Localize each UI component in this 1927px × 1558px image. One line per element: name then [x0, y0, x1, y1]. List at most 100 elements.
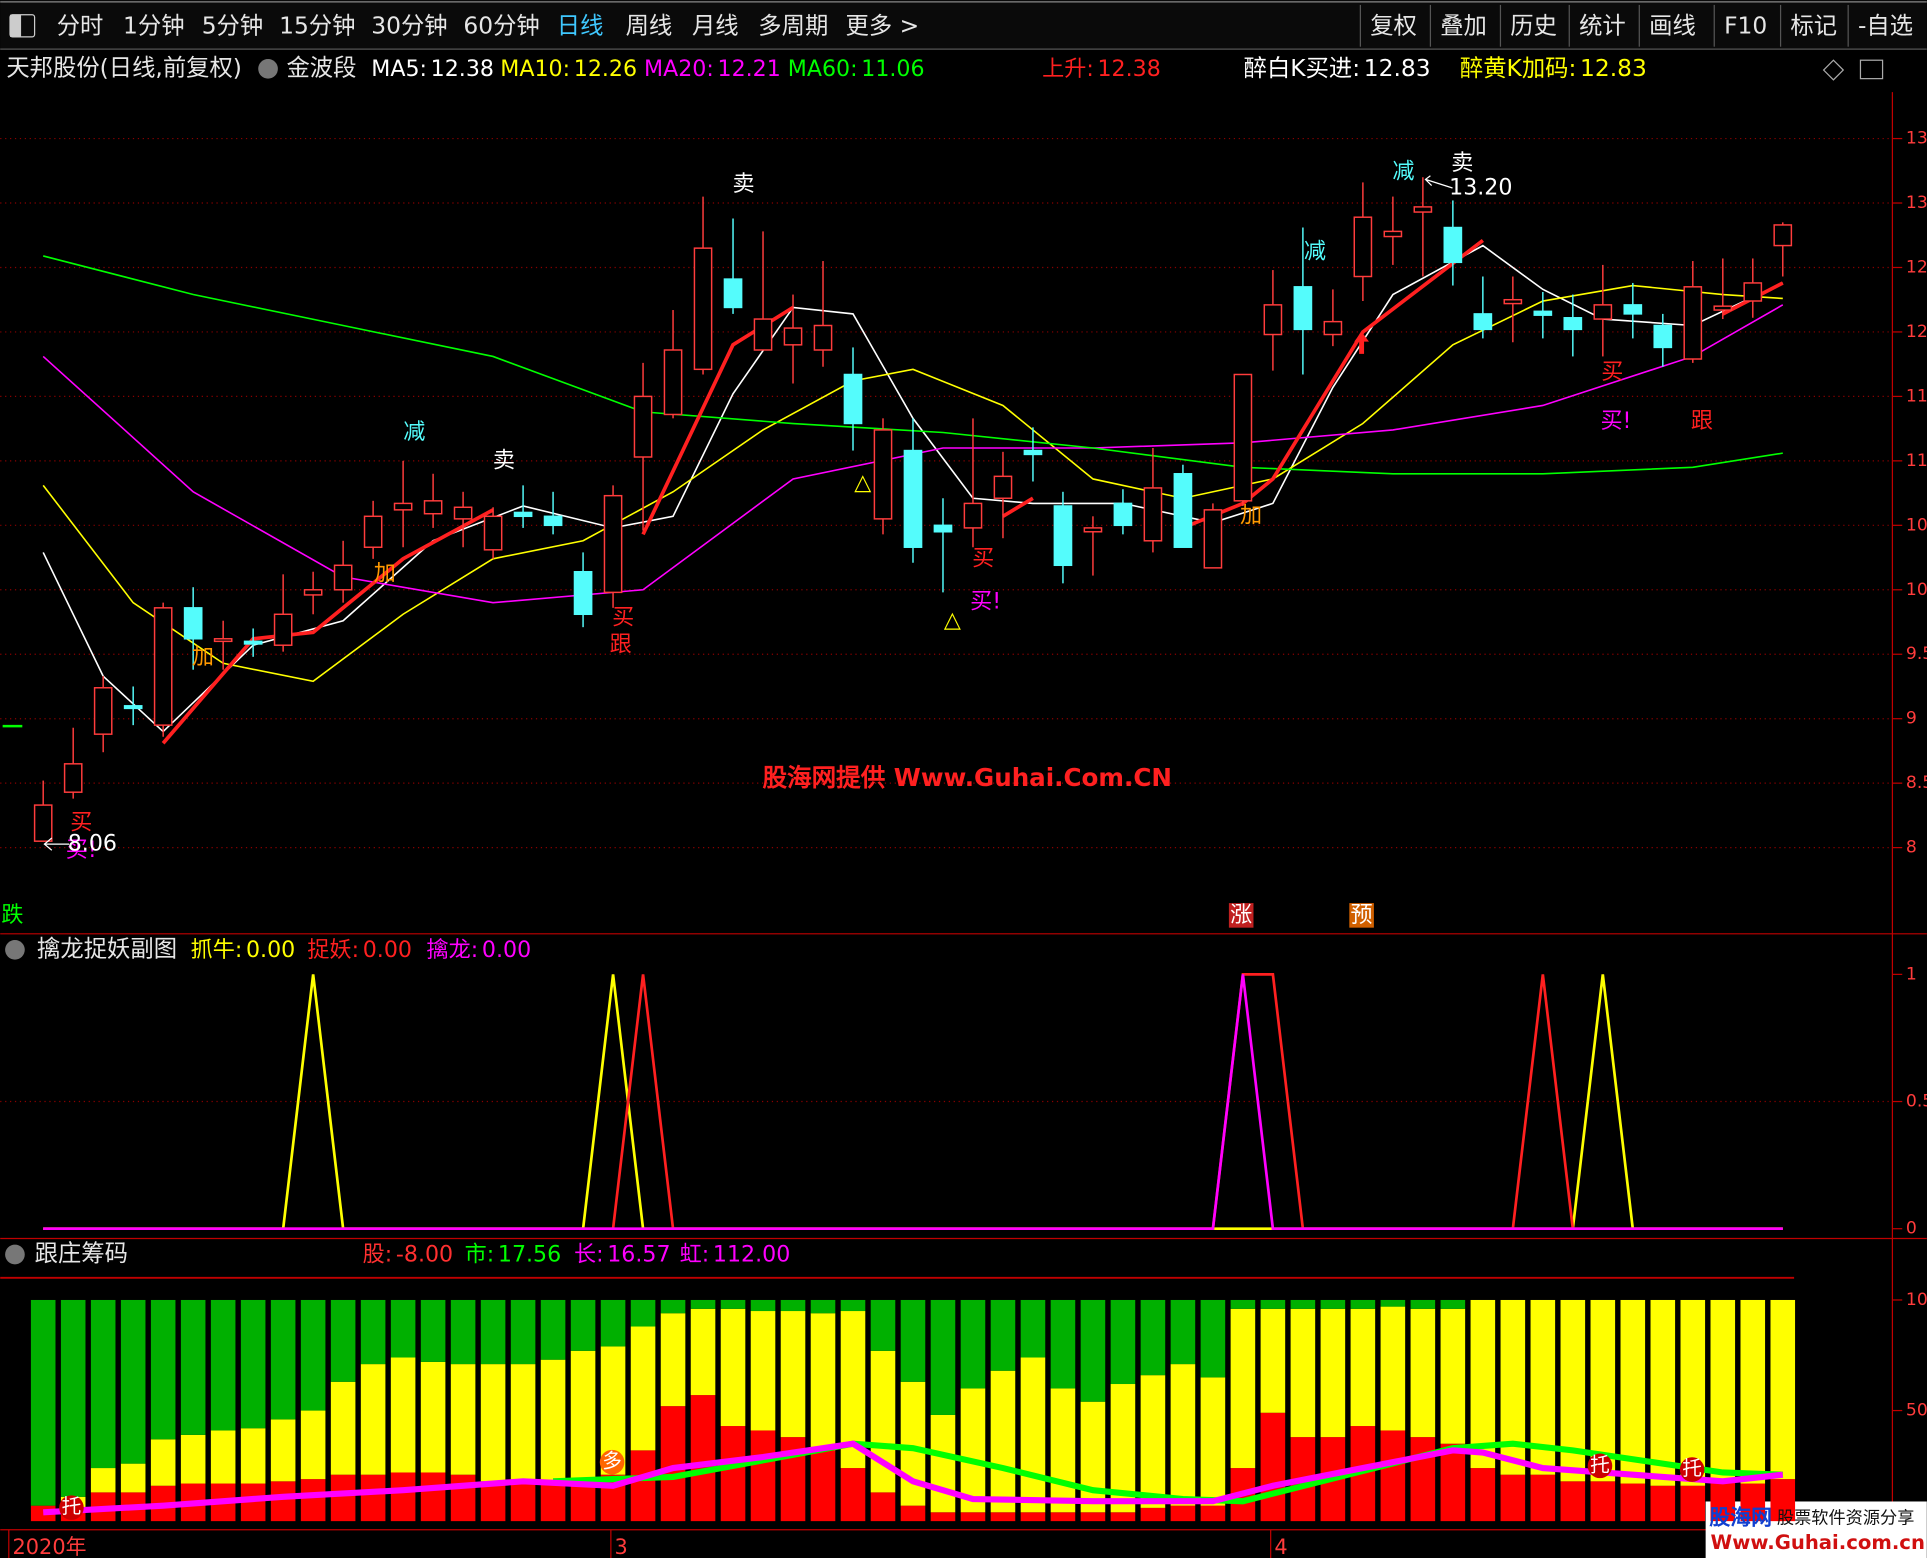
chip-bar [1080, 1401, 1106, 1513]
indicator-menu-icon[interactable] [5, 1244, 25, 1265]
watermark: 股海网提供 Www.Guhai.Com.CN [762, 763, 1171, 792]
chip-bar [510, 1483, 536, 1522]
y-tick-label: 12 [1906, 322, 1927, 342]
annotation: 买! [1600, 408, 1631, 434]
indicator-menu-icon[interactable] [258, 58, 278, 79]
chip-bar [780, 1311, 806, 1438]
chip-line [43, 1440, 1784, 1516]
toolbar-tab[interactable]: 周线 [626, 12, 673, 40]
toolbar-tab[interactable]: 分时 [57, 12, 104, 40]
annotation-badge [599, 1449, 625, 1475]
legend-value: 0.00 [482, 936, 531, 962]
toolbar-tab[interactable]: 30分钟 [371, 12, 447, 40]
toolbar-tab[interactable]: 多周期 [758, 12, 828, 40]
annotation: 加 [192, 644, 214, 670]
chip-bar [1440, 1299, 1466, 1309]
legend-value: 12.38 [431, 55, 494, 81]
chip-bar [1020, 1357, 1046, 1513]
diamond-icon[interactable] [1822, 59, 1845, 81]
toolbar-tab[interactable]: 1分钟 [123, 12, 185, 40]
chip-bar [990, 1299, 1016, 1371]
chip-bar [420, 1299, 446, 1362]
annotation: 跟 [610, 632, 632, 658]
chip-bar [1740, 1483, 1766, 1522]
chip-bar [870, 1492, 896, 1522]
toolbar-button[interactable]: 画线 [1649, 12, 1696, 40]
chip-bar [930, 1512, 956, 1522]
chip-bar [1560, 1481, 1586, 1522]
window-icon[interactable] [1859, 59, 1884, 80]
candle-body [1383, 230, 1403, 238]
candle-body [963, 502, 983, 529]
chip-bar [1680, 1299, 1706, 1486]
chip-bar [180, 1434, 206, 1484]
y-tick-label: 9 [1906, 709, 1917, 729]
chip-bar [750, 1311, 776, 1431]
chip-bar [1170, 1505, 1196, 1522]
chip-bar [270, 1481, 296, 1522]
chip-bar [1110, 1512, 1136, 1522]
chip-bar [90, 1299, 116, 1469]
candle-body [1023, 449, 1043, 456]
toolbar-bg [0, 0, 1927, 50]
chip-bar [960, 1388, 986, 1513]
toolbar-button[interactable]: 复权 [1370, 12, 1417, 40]
annotation: 托 [62, 1495, 82, 1518]
toolbar-tab[interactable]: 日线 [557, 12, 604, 40]
signal-label: 醉黄K加码: [1460, 53, 1576, 81]
chip-bar [570, 1350, 596, 1482]
chip-bar [750, 1299, 776, 1312]
indicator-menu-icon[interactable] [5, 939, 25, 960]
toolbar-button[interactable]: -自选 [1858, 12, 1913, 40]
chip-bar [510, 1299, 536, 1365]
toolbar-tab[interactable]: 15分钟 [279, 12, 355, 40]
candle-body [543, 515, 563, 527]
signal-label: 醉白K买进: [1244, 53, 1360, 81]
toolbar-button[interactable]: F10 [1724, 12, 1767, 40]
chip-bar [600, 1299, 626, 1347]
candle-body [1413, 206, 1433, 213]
y-tick-label: 13 [1906, 193, 1927, 213]
indicator-name[interactable]: 金波段 [286, 53, 356, 81]
toolbar-tab[interactable]: 月线 [692, 12, 739, 40]
chip-bar [570, 1299, 596, 1351]
chip-bar [450, 1474, 476, 1522]
chip-bar [1440, 1308, 1466, 1444]
chip-bar [300, 1410, 326, 1480]
signal-badge [1228, 903, 1254, 928]
chip-bar [180, 1299, 206, 1435]
toolbar-button[interactable]: 叠加 [1440, 12, 1487, 40]
chip-bar [390, 1472, 416, 1522]
candle-body [783, 327, 803, 346]
chip-bar [1500, 1474, 1526, 1522]
chip-bar [1020, 1512, 1046, 1522]
toolbar-tab[interactable]: 更多 > [846, 12, 920, 40]
candle-body [483, 515, 503, 551]
chip-bar [810, 1313, 836, 1451]
y-tick-label: 1 [1906, 964, 1917, 984]
candle-body [843, 373, 863, 425]
candle-body [1113, 502, 1133, 527]
chip-bar [960, 1299, 986, 1389]
chip-bar [240, 1428, 266, 1484]
annotation: 买 [972, 546, 994, 572]
toolbar-button[interactable]: 历史 [1510, 12, 1557, 40]
candle-body [1773, 224, 1793, 247]
chip-bar [450, 1364, 476, 1475]
candle-body [1503, 298, 1523, 305]
readout: 市: 17.56 [465, 1241, 562, 1267]
chip-bar [1410, 1437, 1436, 1522]
toolbar-tab[interactable]: 60分钟 [463, 12, 539, 40]
annotation: 买 [1601, 359, 1623, 385]
toolbar-button[interactable]: 标记 [1790, 12, 1837, 40]
toolbar-tab[interactable]: 5分钟 [202, 12, 263, 40]
chip-bar [1200, 1505, 1226, 1522]
toolbar-button[interactable]: 统计 [1579, 12, 1626, 40]
chip-bar [420, 1361, 446, 1473]
annotation: 涨 [1230, 902, 1252, 928]
annotation: 卖 [1451, 150, 1473, 176]
chip-bar [1710, 1481, 1736, 1522]
annotation: 托 [1590, 1453, 1610, 1476]
